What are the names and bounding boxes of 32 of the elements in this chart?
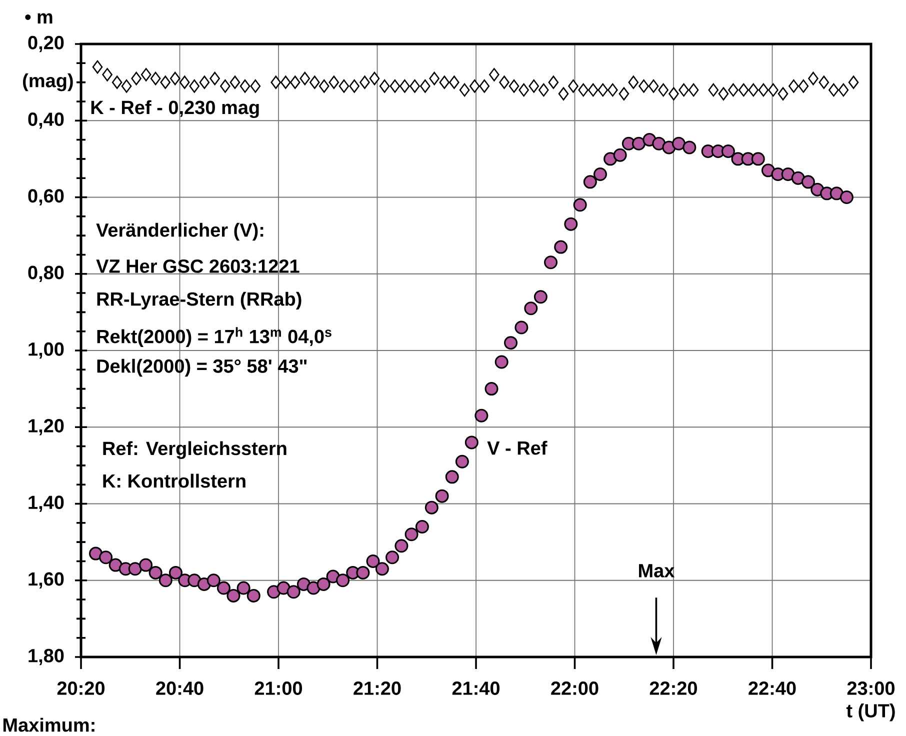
series-label: K - Ref - 0,230 mag xyxy=(91,100,259,118)
y-tick-label: 1,20 xyxy=(28,419,64,436)
y-tick-label: 1,40 xyxy=(28,496,64,512)
x-tick-label: 22:40 xyxy=(748,682,796,695)
x-tick-label: 22:20 xyxy=(650,682,697,695)
text: (mag) xyxy=(23,73,73,92)
x-tick-label: 23:00 xyxy=(847,682,895,696)
x-axis-title: t (UT) xyxy=(846,704,895,722)
text: Maximum: xyxy=(3,718,94,732)
x-tick-label: 21:00 xyxy=(254,682,302,695)
annotation: RR-Lyrae-Stern (RRab) xyxy=(97,292,302,310)
y-axis-title: • m xyxy=(25,13,52,24)
x-tick-label: 20:40 xyxy=(156,682,204,695)
x-tick-label: 22:00 xyxy=(551,682,598,695)
annotation: Max xyxy=(639,564,675,578)
y-tick-label: 0,60 xyxy=(28,189,64,206)
annotation: K: Kontrollstern xyxy=(103,474,246,488)
y-tick-label: 1,60 xyxy=(28,572,64,588)
annotation: Veränderlicher (V): xyxy=(96,222,264,241)
annotation: Ref: Vergleichsstern xyxy=(103,441,286,460)
annotation: Rekt(2000) = 17$^{h}$ 13$^{m}$ 04,0$^{s}$ xyxy=(97,327,332,348)
x-tick-label: 21:20 xyxy=(354,682,401,695)
x-tick-label: 21:40 xyxy=(452,682,500,695)
x-tick-label: 20:20 xyxy=(57,682,105,695)
series-label: V - Ref xyxy=(487,440,548,455)
annotation: VZ Her GSC 2603:1221 xyxy=(96,259,300,273)
y-tick-label: 0,20 xyxy=(28,36,64,52)
y-tick-label: 1,00 xyxy=(28,342,64,359)
y-tick-label: 0,40 xyxy=(28,112,64,129)
y-tick-label: 1,80 xyxy=(28,648,64,666)
y-tick-label: 0,80 xyxy=(28,266,64,282)
annotation: Dekl(2000) = 35° 58' 43" xyxy=(97,358,307,377)
